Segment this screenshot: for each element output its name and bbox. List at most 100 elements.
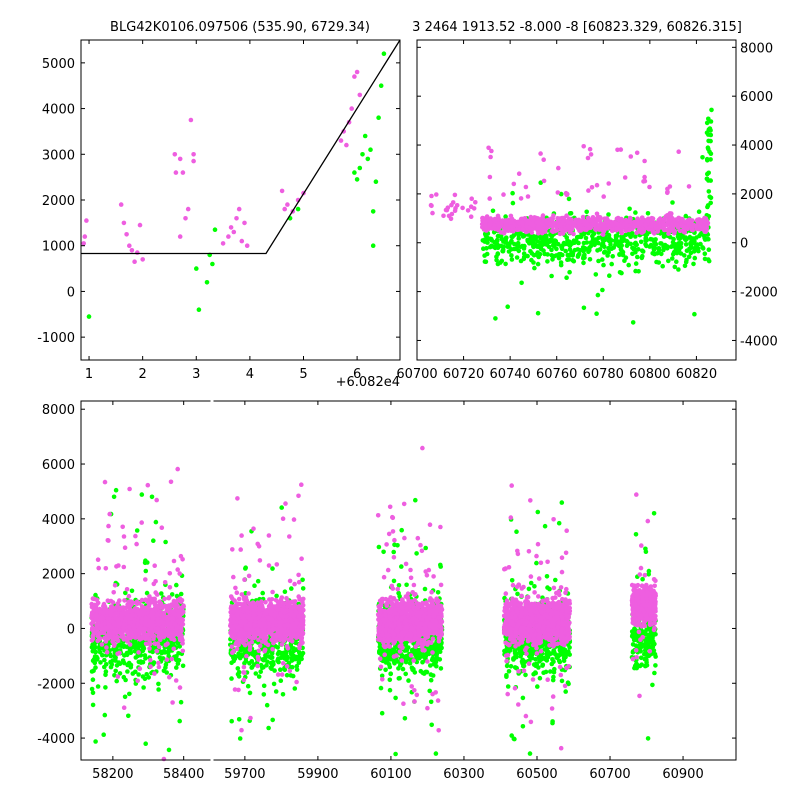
- data-point: [635, 223, 641, 229]
- data-point: [630, 251, 635, 257]
- data-point: [82, 234, 88, 239]
- data-point: [151, 660, 157, 665]
- data-point: [90, 596, 96, 601]
- data-point: [133, 533, 138, 539]
- data-point: [687, 246, 692, 252]
- data-point: [600, 232, 605, 237]
- data-point: [643, 237, 648, 243]
- data-point: [616, 243, 622, 249]
- data-point: [127, 486, 132, 492]
- data-point: [147, 631, 153, 637]
- data-point: [157, 599, 162, 605]
- data-point: [153, 600, 158, 605]
- data-point: [702, 256, 708, 262]
- data-point: [568, 211, 574, 216]
- data-point: [595, 292, 601, 298]
- data-point: [567, 228, 572, 233]
- data-point: [122, 694, 128, 700]
- data-point: [706, 189, 712, 194]
- data-point: [137, 640, 143, 646]
- data-point: [86, 314, 92, 319]
- data-point: [709, 107, 714, 113]
- data-point: [546, 244, 552, 250]
- data-point: [635, 254, 640, 260]
- data-point: [609, 261, 614, 267]
- data-point: [619, 247, 624, 253]
- data-point: [115, 674, 121, 679]
- data-point: [501, 192, 506, 197]
- data-point: [645, 211, 651, 216]
- data-point: [503, 214, 508, 219]
- data-point: [697, 233, 702, 239]
- data-point: [601, 194, 606, 199]
- data-point: [498, 260, 503, 265]
- data-point: [239, 727, 244, 733]
- data-point: [545, 252, 550, 257]
- data-point: [506, 249, 512, 254]
- data-point: [489, 243, 494, 249]
- data-point: [278, 678, 284, 683]
- data-point: [581, 240, 587, 246]
- x-tick-label: 60740: [489, 367, 530, 382]
- data-point: [161, 668, 167, 674]
- data-point: [570, 251, 576, 257]
- data-point: [594, 211, 600, 217]
- data-point: [140, 257, 145, 262]
- data-point: [494, 237, 500, 243]
- data-point: [141, 685, 146, 690]
- data-point: [600, 257, 605, 262]
- data-point: [460, 205, 465, 211]
- data-point: [642, 158, 647, 164]
- data-point: [608, 242, 613, 247]
- data-point: [179, 635, 184, 640]
- data-point: [487, 174, 493, 180]
- data-point: [695, 242, 700, 247]
- data-point: [234, 216, 239, 221]
- data-point: [584, 209, 589, 215]
- data-point: [510, 190, 515, 196]
- data-point: [91, 647, 97, 652]
- data-point: [97, 646, 102, 652]
- x-tick-label: 3: [192, 367, 200, 382]
- data-point: [528, 214, 534, 220]
- data-point: [705, 145, 711, 150]
- data-point: [616, 216, 622, 222]
- data-point: [490, 208, 496, 214]
- data-point: [574, 235, 580, 240]
- data-point: [134, 601, 140, 606]
- data-point: [296, 493, 301, 499]
- data-point: [548, 221, 554, 226]
- data-point: [145, 560, 150, 565]
- data-point: [362, 133, 368, 139]
- data-point: [137, 666, 143, 671]
- data-point: [634, 230, 639, 236]
- data-point: [162, 580, 168, 585]
- data-point: [549, 253, 554, 258]
- data-point: [117, 598, 122, 603]
- data-point: [171, 558, 177, 564]
- data-point: [150, 614, 156, 619]
- data-point: [132, 634, 137, 640]
- data-point: [572, 247, 578, 253]
- top-right-panel: 60700 60720 60740 60760 60780 60800 60820-4000…: [396, 39, 778, 382]
- data-point: [681, 225, 687, 231]
- data-point: [109, 607, 115, 612]
- data-point: [618, 147, 624, 152]
- data-point: [705, 221, 710, 227]
- data-point: [299, 556, 304, 561]
- data-point: [549, 228, 555, 234]
- data-point: [97, 631, 103, 636]
- data-point: [481, 246, 486, 251]
- data-point: [180, 641, 185, 646]
- data-point: [518, 196, 524, 201]
- data-point: [95, 684, 101, 689]
- data-point: [144, 590, 150, 596]
- data-point: [495, 233, 501, 239]
- data-point: [210, 261, 215, 267]
- data-point: [166, 595, 171, 601]
- data-point: [180, 170, 186, 175]
- data-point: [170, 700, 175, 705]
- data-point: [252, 583, 257, 588]
- data-point: [670, 200, 675, 205]
- data-point: [589, 185, 595, 190]
